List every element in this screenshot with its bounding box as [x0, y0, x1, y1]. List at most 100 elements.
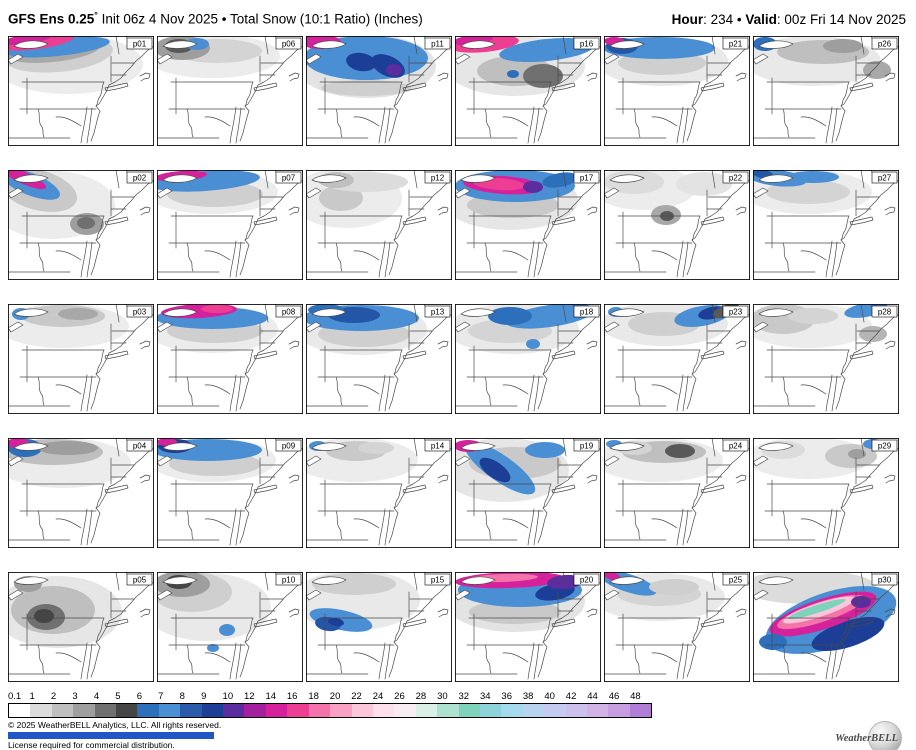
panel-id-label: p15 — [431, 575, 445, 584]
colorbar-segment — [565, 703, 587, 717]
colorbar-tick-label: 38 — [522, 690, 534, 702]
ensemble-member-panel[interactable]: p23 — [604, 303, 750, 414]
panel-label-box: p09 — [275, 439, 302, 451]
separator-dot: • — [733, 11, 746, 27]
colorbar-segment — [415, 703, 438, 717]
colorbar-segment — [372, 703, 395, 717]
colorbar-tick-label: 2 — [50, 690, 57, 702]
colorbar-tick-label: 6 — [136, 690, 143, 702]
logo-wordmark: WeatherBELL — [835, 732, 898, 744]
ensemble-member-panel[interactable]: p18 — [455, 303, 601, 414]
colorbar-segment — [265, 703, 288, 717]
colorbar-tick-label: 4 — [93, 690, 100, 702]
ensemble-member-panel[interactable]: p19 — [455, 437, 601, 548]
ensemble-member-panel[interactable]: p11 — [306, 35, 452, 146]
ensemble-member-panel[interactable]: p16 — [455, 35, 601, 146]
ensemble-member-panel[interactable]: p20 — [455, 571, 601, 682]
colorbar-segment — [629, 703, 652, 717]
colorbar-segment — [158, 703, 181, 717]
panel-id-label: p24 — [729, 441, 743, 450]
colorbar-segment — [437, 703, 459, 717]
panel-id-label: p06 — [282, 39, 296, 48]
colorbar-segment — [116, 703, 138, 717]
panel-id-label: p18 — [580, 307, 594, 316]
panel-id-label: p19 — [580, 441, 594, 450]
ensemble-member-panel[interactable]: p26 — [753, 35, 899, 146]
panel-id-label: p17 — [580, 173, 594, 182]
panel-label-box: p14 — [424, 439, 451, 451]
panel-label-box: p01 — [126, 37, 153, 49]
colorbar-tick-label: 3 — [72, 690, 78, 702]
ensemble-member-panel[interactable]: p22 — [604, 169, 750, 280]
colorbar-segment — [586, 703, 609, 717]
ensemble-member-panel[interactable]: p27 — [753, 169, 899, 280]
snowfall-shading — [753, 571, 897, 654]
snowfall-shading — [455, 303, 595, 354]
ensemble-member-panel[interactable]: p03 — [8, 303, 154, 414]
colorbar-segment — [394, 703, 416, 717]
ensemble-member-panel[interactable]: p04 — [8, 437, 154, 548]
footer: © 2025 WeatherBELL Analytics, LLC. All r… — [0, 718, 916, 750]
footer-blue-bar — [8, 731, 214, 739]
colorbar-ticks: 0.1 1 2 3 4 5 6 7 8 9 10 12 14 16 18 20 22 24 26 28 30 32 34 36… — [8, 690, 652, 702]
colorbar-tick-label: 48 — [630, 690, 641, 702]
colorbar-segment — [51, 703, 74, 717]
header-bar: GFS Ens 0.25° Init 06z 4 Nov 2025 • Tota… — [0, 0, 916, 28]
panel-label-box: p13 — [424, 305, 451, 317]
colorbar-tick-label: 44 — [587, 690, 598, 702]
globe-icon — [868, 720, 902, 750]
colorbar-segment — [501, 703, 523, 717]
colorbar-tick-label: 7 — [158, 690, 164, 702]
ensemble-member-panel[interactable]: p25 — [604, 571, 750, 682]
colorbar-tick-label: 1 — [29, 690, 35, 702]
colorbar-tick-label: 16 — [286, 690, 298, 702]
ensemble-member-panel[interactable]: p28 — [753, 303, 899, 414]
panel-label-box: p22 — [722, 171, 749, 183]
license-text: License required for commercial distribu… — [8, 739, 175, 750]
ensemble-member-panel[interactable]: p12 — [306, 169, 452, 280]
panel-label-box: p28 — [871, 305, 898, 317]
ensemble-member-panel[interactable]: p06 — [157, 35, 303, 146]
colorbar-segment — [244, 703, 266, 717]
colorbar-tick-label: 24 — [372, 690, 384, 702]
colorbar-tick-label: 0.1 — [8, 690, 22, 702]
panel-id-label: p01 — [133, 39, 147, 48]
panel-label-box: p18 — [573, 305, 600, 317]
colorbar-tick-label: 42 — [565, 690, 577, 702]
ensemble-member-panel[interactable]: p30 — [753, 571, 899, 682]
hour-value: : 234 — [703, 11, 734, 27]
colorbar-tick-label: 12 — [243, 690, 255, 702]
colorbar-segment — [608, 703, 630, 717]
panel-id-label: p11 — [431, 39, 444, 48]
panel-label-box: p06 — [275, 37, 302, 49]
ensemble-member-panel[interactable]: p09 — [157, 437, 303, 548]
panel-label-box: p24 — [722, 439, 749, 451]
panel-id-label: p04 — [133, 441, 147, 450]
panel-label-box: p03 — [126, 305, 153, 317]
ensemble-member-panel[interactable]: p15 — [306, 571, 452, 682]
colorbar-segment — [479, 703, 502, 717]
ensemble-member-panel[interactable]: p21 — [604, 35, 750, 146]
panel-id-label: p13 — [431, 307, 445, 316]
ensemble-member-panel[interactable]: p13 — [306, 303, 452, 414]
copyright-text: © 2025 WeatherBELL Analytics, LLC. All r… — [8, 719, 222, 730]
panel-id-label: p08 — [282, 307, 296, 316]
colorbar-segment — [201, 703, 224, 717]
ensemble-member-panel[interactable]: p14 — [306, 437, 452, 548]
ensemble-member-panel[interactable]: p02 — [8, 169, 154, 280]
ensemble-member-panel[interactable]: p29 — [753, 437, 899, 548]
ensemble-member-panel[interactable]: p07 — [157, 169, 303, 280]
ensemble-member-panel[interactable]: p10 — [157, 571, 303, 682]
ensemble-member-panel[interactable]: p05 — [8, 571, 154, 682]
panel-id-label: p14 — [431, 441, 445, 450]
colorbar-segment — [180, 703, 202, 717]
ensemble-member-panel[interactable]: p17 — [455, 169, 601, 280]
ensemble-member-panel[interactable]: p24 — [604, 437, 750, 548]
degree-symbol: ° — [94, 10, 98, 20]
valid-value: : 00z Fri 14 Nov 2025 — [776, 11, 906, 27]
ensemble-member-panel[interactable]: p08 — [157, 303, 303, 414]
panel-label-box: p30 — [871, 573, 898, 585]
model-name: GFS Ens 0.25 — [8, 11, 95, 27]
colorbar-tick-label: 46 — [608, 690, 620, 702]
ensemble-member-panel[interactable]: p01 — [8, 35, 154, 146]
